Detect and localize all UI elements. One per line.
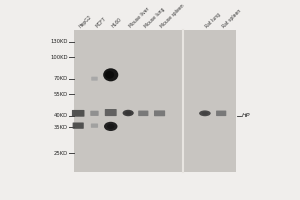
Text: Rat spleen: Rat spleen [221,8,242,29]
Text: Rat lung: Rat lung [205,12,222,29]
Ellipse shape [123,110,134,116]
FancyBboxPatch shape [73,122,84,129]
FancyBboxPatch shape [216,111,226,116]
Text: Mouse liver: Mouse liver [128,6,150,29]
Ellipse shape [202,112,208,115]
Bar [74,30,183,172]
Text: 25KD: 25KD [54,151,68,156]
Ellipse shape [107,124,114,129]
Text: 55KD: 55KD [54,92,68,97]
FancyBboxPatch shape [138,111,148,116]
Text: Mouse lung: Mouse lung [143,6,166,29]
Text: 130KD: 130KD [50,39,68,44]
Ellipse shape [125,111,131,115]
Ellipse shape [103,68,118,81]
Text: 100KD: 100KD [50,55,68,60]
FancyBboxPatch shape [91,77,98,81]
Ellipse shape [199,110,211,116]
Text: MCF7: MCF7 [94,16,107,29]
Text: Mouse spleen: Mouse spleen [160,3,185,29]
FancyBboxPatch shape [90,111,99,116]
Bar [184,30,236,172]
Ellipse shape [105,71,114,79]
FancyBboxPatch shape [154,110,165,116]
Text: 35KD: 35KD [54,125,68,130]
Text: HepG2: HepG2 [78,14,93,29]
FancyBboxPatch shape [72,110,85,117]
Text: 70KD: 70KD [54,76,68,81]
FancyBboxPatch shape [91,123,98,128]
Ellipse shape [104,122,118,131]
Text: 40KD: 40KD [54,113,68,118]
Text: HP: HP [242,113,250,118]
FancyBboxPatch shape [105,109,117,116]
Text: HL60: HL60 [111,17,123,29]
